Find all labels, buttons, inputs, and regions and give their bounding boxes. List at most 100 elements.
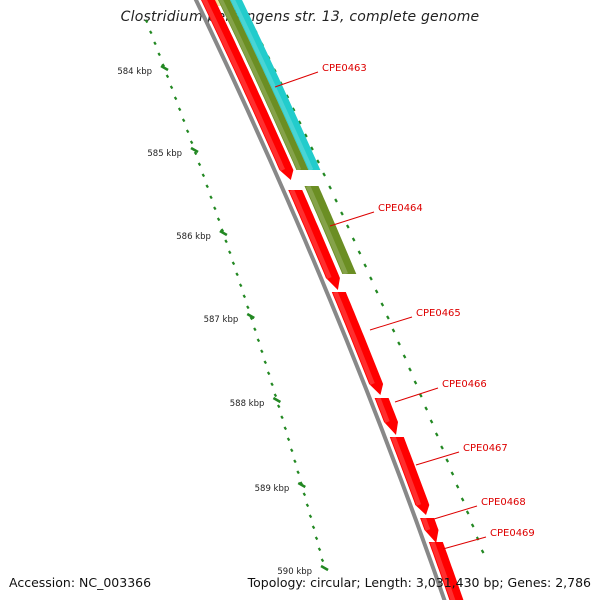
ruler-minor-tick (181, 118, 186, 123)
ruler-minor-tick (316, 159, 320, 164)
accession-text: Accession: NC_003366 (9, 575, 152, 590)
ruler-minor-tick (270, 382, 274, 387)
misc-feature-olive-shade (305, 185, 348, 275)
ruler-minor-tick (440, 445, 444, 450)
ruler-minor-tick (260, 349, 264, 354)
ruler-minor-tick (235, 272, 239, 277)
ruler-minor-tick (320, 558, 325, 563)
ruler-minor-tick (231, 261, 236, 266)
gene-label[interactable]: CPE0464 (378, 203, 423, 214)
gene-arrow-cpe0465-shade (333, 291, 375, 385)
ruler-minor-tick (157, 52, 161, 57)
ruler-major-tick (320, 564, 329, 572)
gene-leader-line (329, 211, 375, 227)
gene-leader-line (394, 387, 439, 403)
ruler-minor-tick (276, 404, 281, 409)
gene-arrow-cpe0464-shade (289, 189, 332, 279)
ruler-minor-tick (177, 107, 182, 112)
ruler-minor-tick (228, 250, 232, 255)
ruler-minor-tick (424, 406, 429, 411)
ruler-major-tick (246, 312, 255, 320)
gene-arrow-cpe0463-shade (201, 0, 286, 171)
gene-arrow-cpe0469[interactable] (428, 542, 467, 600)
ruler-label: 589 kbp (255, 484, 290, 494)
ruler-minor-tick (149, 30, 153, 35)
gene-arrow-cpe0467[interactable] (389, 437, 430, 515)
misc-feature-olive[interactable] (213, 0, 309, 170)
ruler-minor-tick (193, 151, 198, 156)
gene-arrow-cpe0465[interactable] (331, 292, 384, 395)
ruler-minor-tick (455, 484, 460, 489)
ruler-minor-tick (413, 380, 418, 385)
ruler-minor-tick (465, 510, 470, 515)
gene-label[interactable]: CPE0465 (416, 308, 461, 319)
gene-arrow-cpe0467-shade (391, 436, 422, 506)
ruler-minor-tick (386, 315, 390, 320)
ruler-minor-tick (369, 276, 373, 281)
gene-label[interactable]: CPE0468 (481, 497, 526, 508)
ruler-minor-tick (213, 206, 217, 211)
ruler-minor-tick (280, 415, 284, 420)
genome-backbone (193, 0, 447, 600)
ruler-minor-tick (450, 471, 455, 476)
gene-label[interactable]: CPE0467 (463, 443, 508, 454)
ruler-minor-tick (408, 367, 412, 372)
ruler-minor-tick (434, 432, 439, 437)
gene-leader-line (274, 71, 319, 88)
ruler-label: 588 kbp (230, 399, 265, 409)
gene-arrow-cpe0463[interactable] (196, 0, 294, 180)
ruler-minor-tick (460, 497, 465, 502)
gene-labels: CPE0463 CPE0464 CPE0465 CPE0466 CPE0467 CPE04… (274, 63, 535, 550)
gene-label[interactable]: CPE0466 (442, 379, 487, 390)
ruler-minor-tick (380, 302, 385, 307)
ruler-label: 587 kbp (204, 315, 239, 325)
ruler-minor-tick (263, 360, 267, 365)
ruler-minor-tick (308, 514, 313, 519)
ruler-minor-tick (242, 294, 247, 299)
ruler-minor-tick (189, 140, 194, 145)
ruler-minor-tick (314, 536, 319, 541)
ruler-minor-tick (283, 426, 288, 431)
ruler-minor-tick (201, 173, 206, 178)
ruler-minor-tick (340, 211, 344, 216)
ruler-minor-tick (289, 448, 294, 453)
ruler-label: 584 kbp (117, 67, 152, 77)
misc-feature-cyan-shade (230, 0, 314, 171)
gene-arrow-cpe0464[interactable] (288, 190, 340, 290)
gene-leader-line (415, 451, 460, 466)
ruler-major-tick (160, 64, 169, 72)
gene-label[interactable]: CPE0463 (322, 63, 367, 74)
ruler-minor-tick (153, 41, 157, 46)
ruler-minor-tick (418, 393, 423, 398)
gene-leader-line (433, 505, 478, 520)
gene-arrow-cpe0468[interactable] (420, 518, 439, 543)
gene-arrow-cpe0466[interactable] (374, 398, 398, 435)
ruler-minor-tick (238, 283, 243, 288)
ruler-minor-tick (224, 239, 228, 244)
ruler-minor-tick (374, 289, 379, 294)
ruler-minor-tick (273, 393, 278, 398)
ruler-minor-tick (220, 228, 225, 233)
ruler-track: 584 kbp 585 kbp 586 kbp 587 kbp 588 kbp 589 k… (117, 19, 485, 577)
ruler-minor-tick (185, 129, 190, 134)
ruler-minor-tick (297, 120, 302, 125)
ruler-minor-tick (334, 198, 338, 203)
ruler-minor-tick (216, 217, 221, 222)
ruler-minor-tick (246, 305, 250, 310)
ruler-minor-tick (311, 525, 316, 530)
misc-feature-olive[interactable] (304, 186, 357, 274)
ruler-minor-tick (328, 185, 332, 190)
ruler-minor-tick (205, 184, 209, 189)
ruler-label: 585 kbp (147, 149, 182, 159)
ruler-minor-tick (197, 162, 202, 167)
gene-label[interactable]: CPE0469 (490, 528, 535, 539)
ruler-minor-tick (304, 133, 308, 138)
ruler-minor-tick (286, 437, 291, 442)
ruler-minor-tick (322, 172, 326, 177)
ruler-minor-tick (293, 459, 297, 464)
genome-summary-text: Topology: circular; Length: 3,031,430 bp… (247, 575, 591, 590)
misc-feature-cyan[interactable] (225, 0, 321, 170)
ruler-label: 590 kbp (277, 567, 312, 577)
gene-leader-line (442, 536, 487, 550)
